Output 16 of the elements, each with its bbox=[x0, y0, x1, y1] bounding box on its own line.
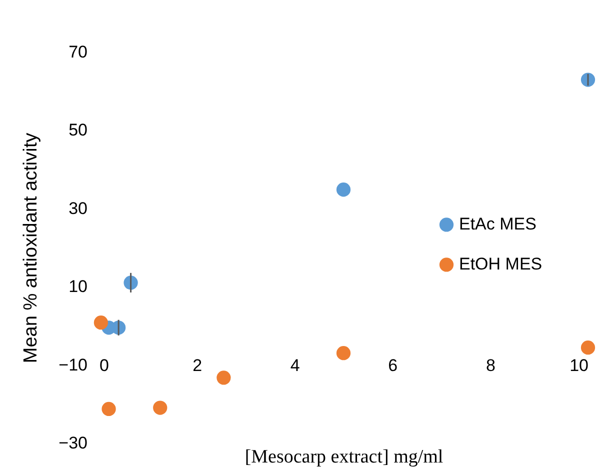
y-tick-label: −10 bbox=[58, 355, 88, 374]
x-tick-label: 4 bbox=[290, 356, 300, 376]
y-tick-label: 70 bbox=[68, 42, 88, 62]
legend-label: EtOH MES bbox=[459, 254, 542, 274]
x-axis-title: [Mesocarp extract] mg/ml bbox=[244, 446, 444, 468]
x-tick-label: 2 bbox=[192, 356, 202, 376]
x-tick-label: 0 bbox=[100, 356, 109, 376]
y-tick-label: −30 bbox=[58, 434, 88, 452]
y-tick-label: 30 bbox=[68, 198, 88, 218]
legend-label: EtAc MES bbox=[459, 214, 536, 234]
x-tick-label: 10 bbox=[570, 356, 588, 376]
x-tick-label: 8 bbox=[486, 356, 496, 376]
x-tick-label: 6 bbox=[388, 356, 398, 376]
y-tick-label: 10 bbox=[68, 277, 88, 296]
y-axis-title: Mean % antioxidant activity bbox=[20, 132, 42, 364]
y-tick-label: 50 bbox=[68, 120, 88, 140]
